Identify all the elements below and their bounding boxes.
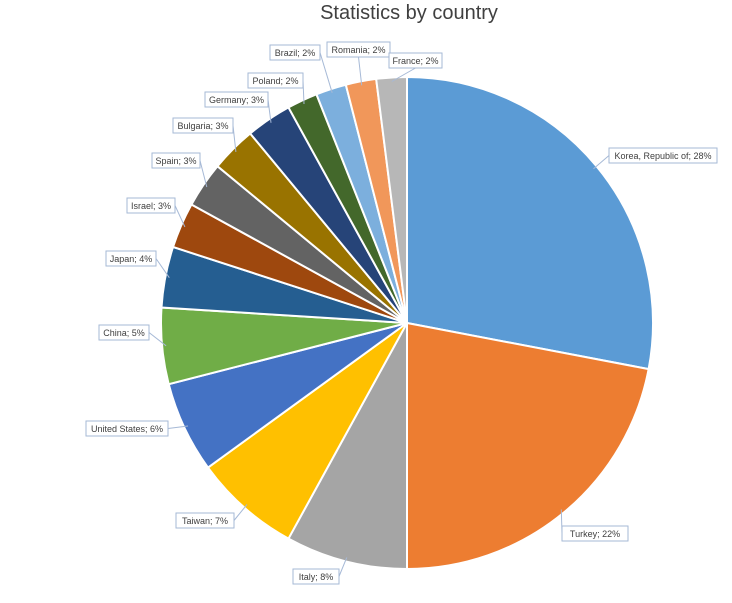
data-label: Italy; 8% — [299, 572, 334, 582]
data-label-box — [388, 52, 443, 69]
data-label: Taiwan; 7% — [182, 516, 228, 526]
leader-line — [199, 160, 208, 188]
leader-line — [167, 425, 189, 429]
data-label: Germany; 3% — [209, 95, 264, 105]
data-label-box — [175, 512, 235, 529]
data-label-box — [292, 568, 340, 585]
data-label: France; 2% — [392, 56, 438, 66]
data-label: Spain; 3% — [155, 156, 196, 166]
data-label-box — [269, 44, 321, 61]
data-label-box — [85, 420, 169, 437]
leader-line — [358, 56, 363, 86]
data-label: Japan; 4% — [110, 254, 153, 264]
leader-line — [391, 67, 416, 82]
pie-slice-france — [375, 75, 408, 324]
data-label: Poland; 2% — [252, 76, 298, 86]
data-label-box — [204, 91, 269, 108]
data-label: United States; 6% — [91, 424, 163, 434]
pie-slices — [160, 75, 654, 571]
data-label: China; 5% — [103, 328, 145, 338]
data-label: Romania; 2% — [331, 45, 385, 55]
leader-line — [319, 52, 333, 93]
leader-line — [155, 258, 170, 278]
data-label-box — [561, 525, 629, 542]
data-label-box — [608, 147, 718, 164]
data-label-box — [98, 324, 150, 341]
data-label: Israel; 3% — [131, 201, 171, 211]
data-labels: Korea, Republic of; 28% Turkey; 22% Italy;… — [85, 41, 718, 585]
data-label-box — [247, 72, 304, 89]
leader-line — [148, 332, 167, 347]
pie-slice-turkey — [406, 321, 650, 571]
data-label-box — [105, 250, 157, 267]
data-label: Korea, Republic of; 28% — [614, 151, 711, 161]
leader-line — [593, 155, 610, 170]
data-label-box — [326, 41, 391, 58]
leader-line — [338, 557, 348, 577]
data-label: Turkey; 22% — [570, 529, 620, 539]
leader-line — [233, 504, 248, 521]
data-label: Brazil; 2% — [275, 48, 316, 58]
data-label-box — [126, 197, 176, 214]
pie-slice-korea-republic-of — [406, 75, 654, 371]
data-label-box — [151, 152, 201, 169]
data-label-box — [172, 117, 234, 134]
pie-slice-italy — [287, 322, 408, 571]
data-label: Bulgaria; 3% — [177, 121, 228, 131]
leader-line — [174, 205, 186, 228]
chart-title: Statistics by country — [320, 2, 498, 24]
